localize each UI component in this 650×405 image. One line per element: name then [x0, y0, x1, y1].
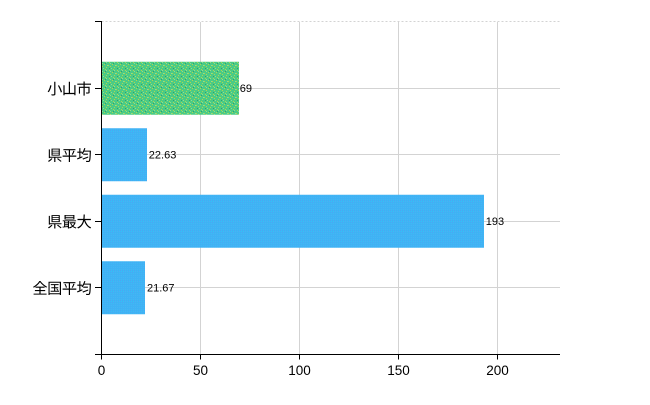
- svg-text:69: 69: [240, 83, 252, 95]
- svg-text:50: 50: [193, 363, 208, 378]
- svg-text:100: 100: [288, 363, 311, 378]
- svg-text:193: 193: [486, 216, 504, 228]
- svg-text:150: 150: [387, 363, 410, 378]
- svg-text:22.63: 22.63: [149, 150, 177, 162]
- svg-text:200: 200: [486, 363, 509, 378]
- svg-text:0: 0: [98, 363, 106, 378]
- svg-text:21.67: 21.67: [147, 283, 175, 295]
